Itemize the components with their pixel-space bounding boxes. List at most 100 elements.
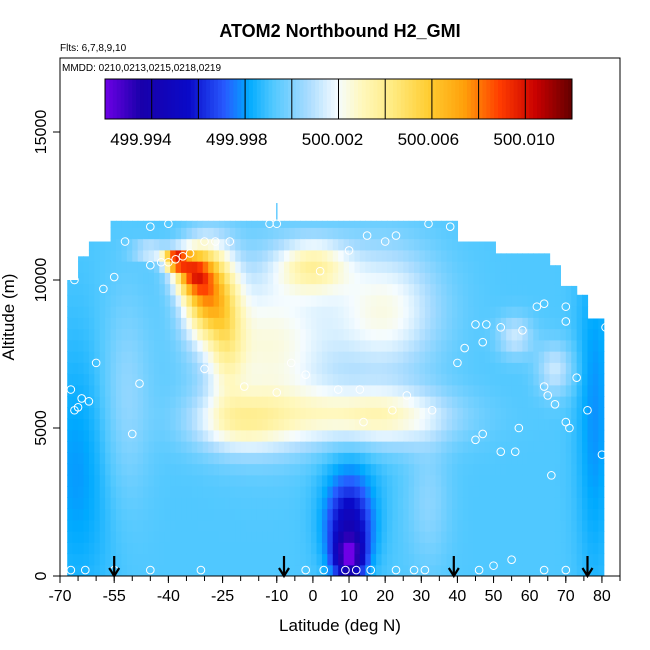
heatmap-cell (202, 306, 209, 318)
heatmap-cell (294, 306, 301, 318)
heatmap-cell (419, 519, 426, 532)
heatmap-cell (267, 317, 274, 330)
heatmap-cell (305, 306, 312, 318)
heatmap-cell (452, 351, 459, 363)
heatmap-cell (78, 328, 85, 341)
heatmap-cell (511, 261, 518, 273)
heatmap-cell (349, 497, 356, 510)
heatmap-cell (72, 294, 79, 307)
heatmap-cell (305, 317, 312, 330)
colorbar-swatch (548, 79, 554, 119)
heatmap-cell (414, 418, 421, 431)
heatmap-cell (110, 486, 117, 498)
heatmap-cell (376, 384, 383, 397)
heatmap-cell (457, 508, 464, 521)
heatmap-cell (338, 542, 345, 555)
heatmap-cell (224, 272, 231, 285)
heatmap-cell (517, 486, 524, 498)
heatmap-cell (246, 564, 253, 576)
heatmap-cell (159, 351, 166, 363)
heatmap-cell (392, 564, 399, 576)
heatmap-cell (544, 564, 551, 576)
heatmap-cell (441, 249, 448, 262)
heatmap-cell (489, 429, 496, 442)
heatmap-cell (452, 261, 459, 273)
heatmap-cell (246, 542, 253, 555)
heatmap-cell (181, 306, 188, 318)
heatmap-cell (278, 351, 285, 363)
heatmap-cell (267, 351, 274, 363)
heatmap-cell (202, 531, 209, 543)
heatmap-cell (506, 306, 513, 318)
heatmap-cell (408, 339, 415, 352)
heatmap-cell (441, 396, 448, 408)
heatmap-cell (208, 373, 215, 386)
heatmap-cell (430, 407, 437, 420)
heatmap-cell (598, 474, 605, 487)
heatmap-cell (397, 317, 404, 330)
heatmap-cell (522, 418, 529, 431)
plot-frame (59, 57, 621, 577)
heatmap-cell (343, 407, 350, 420)
heatmap-cell (527, 339, 534, 352)
colorbar-swatch (536, 79, 542, 119)
heatmap-cell (452, 429, 459, 442)
colorbar-swatch (564, 79, 569, 119)
heatmap-cell (424, 220, 431, 228)
heatmap-cell (105, 542, 112, 555)
heatmap-cell (381, 283, 388, 296)
heatmap-cell (354, 328, 361, 341)
heatmap-cell (484, 486, 491, 498)
heatmap-cell (446, 463, 453, 476)
heatmap-cell (468, 317, 475, 330)
heatmap-cell (153, 531, 160, 543)
heatmap-cell (300, 351, 307, 363)
heatmap-cell (359, 272, 366, 285)
heatmap-cell (338, 294, 345, 307)
heatmap-cell (397, 339, 404, 352)
heatmap-cell (462, 407, 469, 420)
heatmap-cell (191, 429, 198, 442)
heatmap-cell (88, 317, 95, 330)
colorbar-swatch (260, 79, 266, 119)
heatmap-cell (300, 283, 307, 296)
colorbar-frame (104, 78, 573, 120)
heatmap-cell (78, 553, 85, 566)
heatmap-cell (208, 553, 215, 566)
heatmap-cell (327, 519, 334, 532)
heatmap-cell (538, 261, 545, 273)
heatmap-cell (349, 441, 356, 453)
heatmap-cell (554, 384, 561, 397)
heatmap-cell (224, 227, 231, 240)
heatmap-cell (506, 519, 513, 532)
heatmap-cell (544, 441, 551, 453)
heatmap-cell (462, 396, 469, 408)
heatmap-cell (489, 564, 496, 576)
heatmap-cell (246, 328, 253, 341)
heatmap-cell (240, 317, 247, 330)
heatmap-cell (489, 328, 496, 341)
heatmap-cell (229, 384, 236, 397)
heatmap-cell (202, 508, 209, 521)
flight-point (424, 219, 433, 229)
colorbar-swatch (396, 79, 402, 119)
heatmap-cell (88, 418, 95, 431)
heatmap-cell (94, 429, 101, 442)
heatmap-cell (181, 272, 188, 285)
heatmap-cell (137, 553, 144, 566)
heatmap-cell (430, 328, 437, 341)
heatmap-cell (132, 542, 139, 555)
heatmap-cell (527, 463, 534, 476)
x-tick-label: 70 (557, 588, 575, 605)
heatmap-cell (153, 283, 160, 296)
heatmap-cell (343, 486, 350, 498)
heatmap-cell (181, 261, 188, 273)
heatmap-cell (99, 351, 106, 363)
heatmap-cell (327, 328, 334, 341)
heatmap-cell (354, 317, 361, 330)
heatmap-cell (94, 418, 101, 431)
x-axis: -70 -55 -40 -25 -10 0 10 20 30 40 50 60 70 80 (48, 576, 621, 605)
heatmap-cell (479, 407, 486, 420)
heatmap-cell (576, 384, 583, 397)
heatmap-cell (126, 497, 133, 510)
